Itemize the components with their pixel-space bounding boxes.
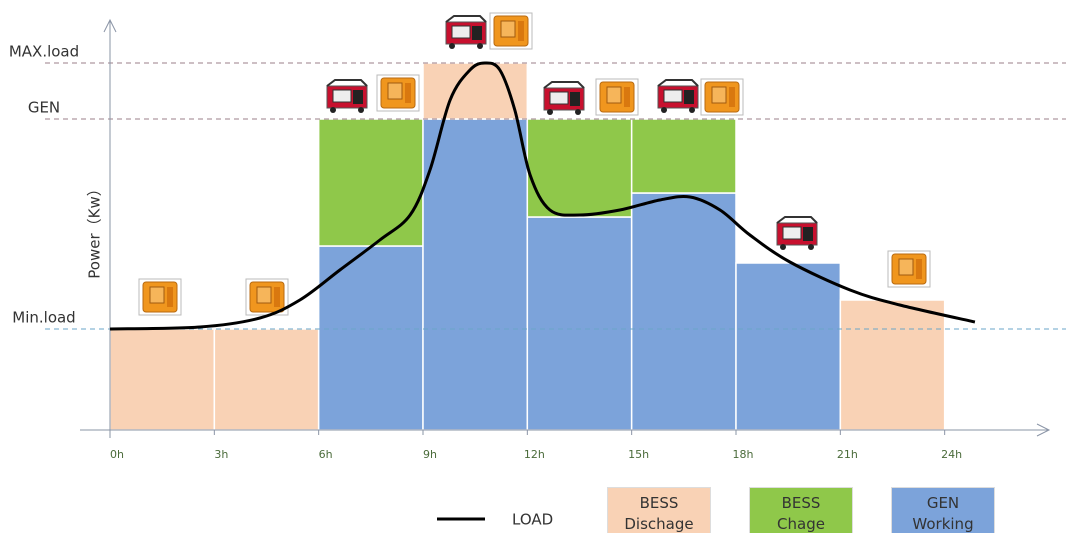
x-tick-label: 21h	[837, 448, 858, 461]
bess-icon	[887, 250, 931, 288]
bar-segment	[422, 62, 529, 120]
legend-swatch: BESS Dischage	[607, 487, 711, 533]
generator-icon	[326, 79, 368, 114]
x-tick-label: 18h	[733, 448, 754, 461]
y-tick-label: Min.load	[12, 309, 75, 327]
generator-icon	[445, 15, 487, 50]
x-axis-arrow	[1036, 423, 1051, 437]
bar-segment	[839, 299, 946, 431]
bar-segment	[526, 216, 633, 431]
legend-label: LOAD	[512, 511, 553, 529]
legend-label: BESS Dischage	[624, 494, 694, 533]
bess-icon	[595, 78, 639, 116]
x-tick-label: 24h	[941, 448, 962, 461]
bess-icon	[376, 74, 420, 112]
x-tick-label: 6h	[319, 448, 333, 461]
plot	[109, 62, 946, 431]
bar-segment	[317, 118, 424, 247]
bar-segment	[422, 118, 529, 431]
x-tick-label: 0h	[110, 448, 124, 461]
y-tick-label: GEN	[28, 99, 60, 117]
bar-segment	[213, 328, 320, 431]
x-tick-label: 3h	[214, 448, 228, 461]
y-axis-label: Power（Kw）	[86, 181, 104, 278]
bar-segment	[526, 118, 633, 218]
y-tick-label: MAX.load	[9, 43, 79, 61]
y-axis-arrow	[103, 18, 117, 33]
bar-segment	[317, 245, 424, 431]
x-tick-label: 15h	[628, 448, 649, 461]
generator-icon	[543, 81, 585, 116]
load-line	[109, 61, 976, 331]
bess-icon	[138, 278, 182, 316]
bess-icon	[489, 12, 533, 50]
bar-segment	[630, 192, 737, 431]
x-tick-label: 9h	[423, 448, 437, 461]
x-tick-label: 12h	[524, 448, 545, 461]
generator-icon	[776, 216, 818, 251]
legend-swatch: GEN Working	[891, 487, 995, 533]
generator-icon	[657, 79, 699, 114]
legend-label: GEN Working	[912, 494, 974, 533]
bar-segment	[735, 262, 842, 431]
legend-label: BESS Chage	[777, 494, 825, 533]
bess-icon	[700, 78, 744, 116]
legend-swatch: BESS Chage	[749, 487, 853, 533]
bar-segment	[630, 118, 737, 194]
bar-segment	[109, 328, 216, 431]
